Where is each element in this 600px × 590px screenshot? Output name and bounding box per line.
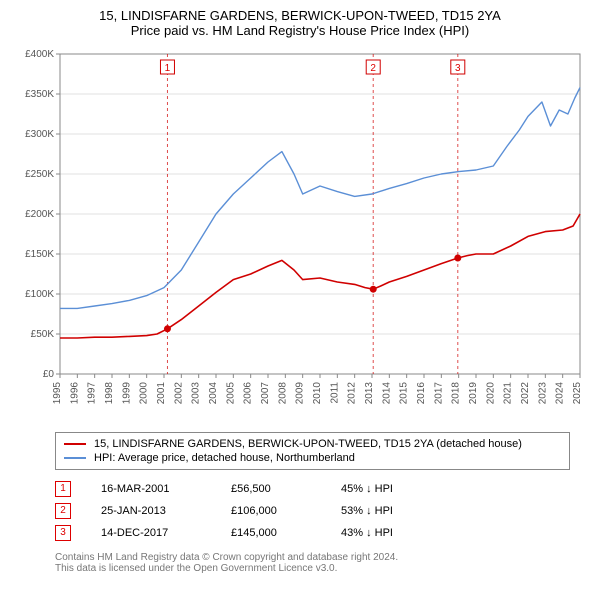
sale-row: 3 14-DEC-2017 £145,000 43% ↓ HPI — [55, 522, 570, 544]
sale-badge: 2 — [55, 503, 71, 519]
sale-row: 2 25-JAN-2013 £106,000 53% ↓ HPI — [55, 500, 570, 522]
legend-swatch-property — [64, 443, 86, 445]
svg-text:2006: 2006 — [243, 382, 254, 405]
svg-text:£0: £0 — [43, 369, 55, 380]
legend-label-property: 15, LINDISFARNE GARDENS, BERWICK-UPON-TW… — [94, 438, 522, 450]
svg-text:1997: 1997 — [87, 382, 98, 405]
svg-text:£100K: £100K — [25, 289, 54, 300]
svg-text:2019: 2019 — [468, 382, 479, 405]
sale-date: 25-JAN-2013 — [101, 505, 201, 517]
chart-svg: £0 £50K £100K £150K £200K £250K £300K £350K £400… — [10, 44, 590, 424]
svg-text:1996: 1996 — [69, 382, 80, 405]
price-chart: £0 £50K £100K £150K £200K £250K £300K £350K £400… — [10, 44, 590, 424]
sale-date: 16-MAR-2001 — [101, 483, 201, 495]
svg-text:2002: 2002 — [173, 382, 184, 405]
svg-text:2018: 2018 — [451, 382, 462, 405]
sale-price: £56,500 — [231, 483, 311, 495]
svg-text:2011: 2011 — [329, 382, 340, 404]
legend-row: HPI: Average price, detached house, Nort… — [64, 451, 561, 465]
legend-label-hpi: HPI: Average price, detached house, Nort… — [94, 452, 355, 464]
svg-text:2024: 2024 — [555, 382, 566, 405]
sale-badge: 1 — [55, 481, 71, 497]
attribution-line: This data is licensed under the Open Gov… — [55, 563, 570, 574]
sales-table: 1 16-MAR-2001 £56,500 45% ↓ HPI 2 25-JAN… — [55, 478, 570, 544]
svg-text:£300K: £300K — [25, 129, 54, 140]
svg-text:2025: 2025 — [572, 382, 583, 405]
svg-text:2023: 2023 — [537, 382, 548, 405]
svg-text:3: 3 — [455, 63, 461, 74]
svg-text:2003: 2003 — [191, 382, 202, 405]
title-line-2: Price paid vs. HM Land Registry's House … — [10, 23, 590, 38]
svg-text:2012: 2012 — [347, 382, 358, 405]
svg-text:2022: 2022 — [520, 382, 531, 405]
svg-text:£50K: £50K — [31, 329, 55, 340]
svg-text:2013: 2013 — [364, 382, 375, 405]
sale-date: 14-DEC-2017 — [101, 527, 201, 539]
svg-text:2004: 2004 — [208, 382, 219, 405]
svg-text:£250K: £250K — [25, 169, 54, 180]
attribution: Contains HM Land Registry data © Crown c… — [55, 552, 570, 574]
title-line-1: 15, LINDISFARNE GARDENS, BERWICK-UPON-TW… — [10, 8, 590, 23]
chart-page: 15, LINDISFARNE GARDENS, BERWICK-UPON-TW… — [0, 0, 600, 584]
svg-text:2009: 2009 — [295, 382, 306, 405]
legend: 15, LINDISFARNE GARDENS, BERWICK-UPON-TW… — [55, 432, 570, 470]
svg-text:2015: 2015 — [399, 382, 410, 405]
svg-text:2020: 2020 — [485, 382, 496, 405]
legend-row: 15, LINDISFARNE GARDENS, BERWICK-UPON-TW… — [64, 437, 561, 451]
sale-delta: 45% ↓ HPI — [341, 483, 393, 495]
svg-text:1995: 1995 — [52, 382, 63, 405]
svg-text:2005: 2005 — [225, 382, 236, 405]
svg-text:1998: 1998 — [104, 382, 115, 405]
svg-text:1: 1 — [165, 63, 171, 74]
sale-price: £145,000 — [231, 527, 311, 539]
svg-text:2008: 2008 — [277, 382, 288, 405]
sale-delta: 43% ↓ HPI — [341, 527, 393, 539]
attribution-line: Contains HM Land Registry data © Crown c… — [55, 552, 570, 563]
svg-text:2: 2 — [370, 63, 376, 74]
sale-delta: 53% ↓ HPI — [341, 505, 393, 517]
svg-text:2007: 2007 — [260, 382, 271, 405]
svg-text:£400K: £400K — [25, 49, 54, 60]
sale-price: £106,000 — [231, 505, 311, 517]
svg-text:2014: 2014 — [381, 382, 392, 405]
legend-swatch-hpi — [64, 457, 86, 459]
svg-text:2001: 2001 — [156, 382, 167, 405]
title-block: 15, LINDISFARNE GARDENS, BERWICK-UPON-TW… — [10, 8, 590, 38]
svg-text:£150K: £150K — [25, 249, 54, 260]
sale-row: 1 16-MAR-2001 £56,500 45% ↓ HPI — [55, 478, 570, 500]
svg-text:2016: 2016 — [416, 382, 427, 405]
svg-text:1999: 1999 — [121, 382, 132, 405]
svg-text:2000: 2000 — [139, 382, 150, 405]
svg-text:2010: 2010 — [312, 382, 323, 405]
svg-text:2017: 2017 — [433, 382, 444, 405]
svg-text:£200K: £200K — [25, 209, 54, 220]
sale-badge: 3 — [55, 525, 71, 541]
svg-text:2021: 2021 — [503, 382, 514, 405]
svg-text:£350K: £350K — [25, 89, 54, 100]
